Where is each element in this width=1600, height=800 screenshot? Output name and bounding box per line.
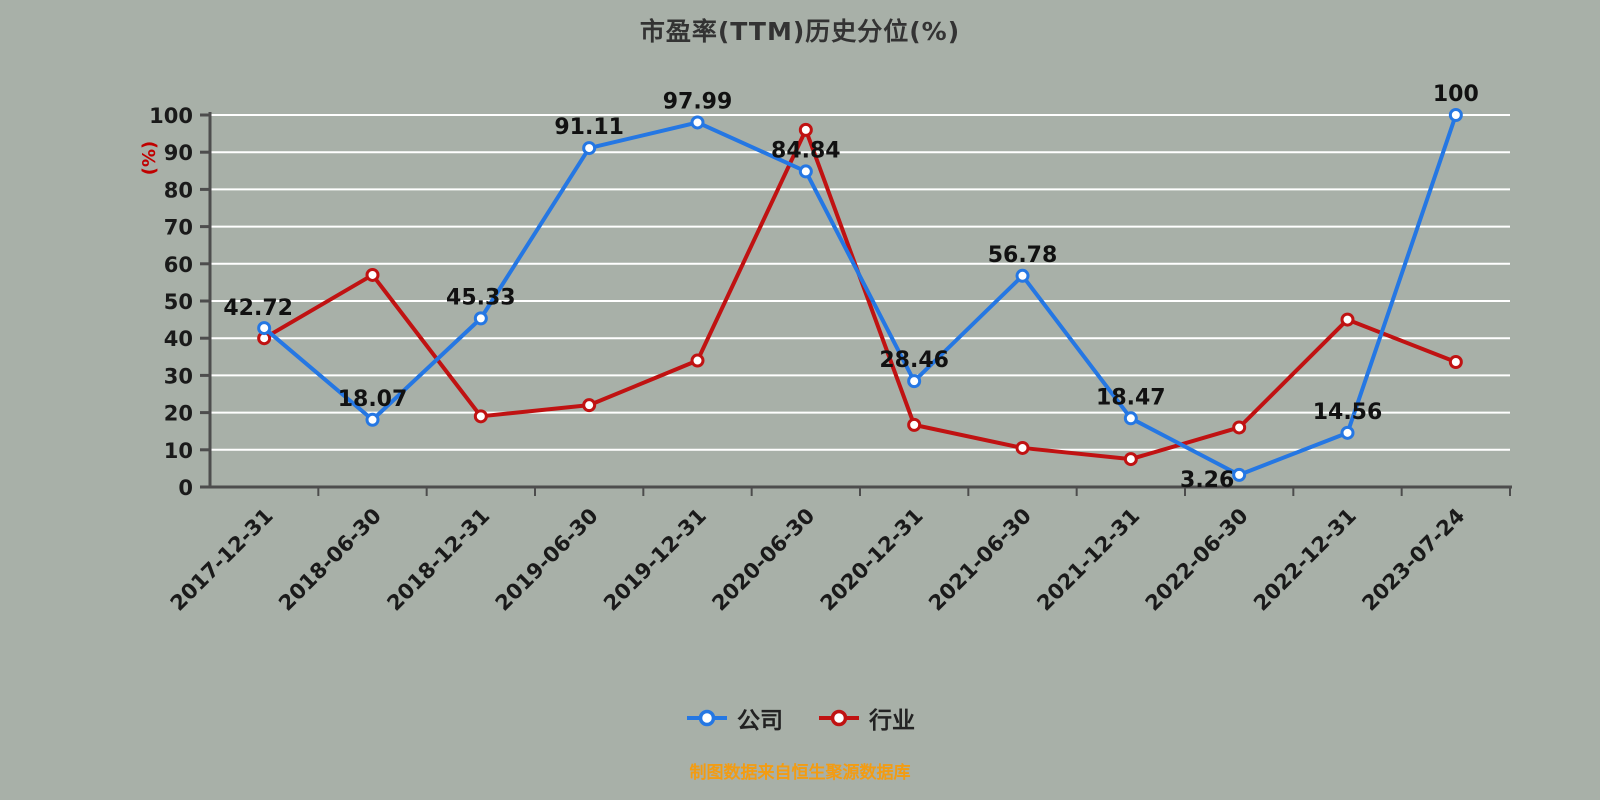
y-axis-tick-label: 50 [164,290,193,314]
data-point-industry[interactable] [582,398,597,413]
x-axis-tick-label: 2018-12-31 [382,504,494,616]
data-point-company[interactable] [907,374,922,389]
y-axis-tick-label: 40 [164,327,193,351]
x-axis-tick-label: 2022-06-30 [1141,504,1253,616]
data-point-industry[interactable] [1232,420,1247,435]
x-axis-tick-label: 2020-06-30 [707,504,819,616]
data-point-label: 3.26 [1180,468,1234,493]
data-point-industry[interactable] [1123,452,1138,467]
data-point-industry[interactable] [798,122,813,137]
data-point-company[interactable] [473,311,488,326]
legend-label-company: 公司 [737,708,783,734]
data-point-company[interactable] [257,321,272,336]
data-point-company[interactable] [1340,425,1355,440]
x-axis-tick-label: 2023-07-24 [1357,504,1469,616]
data-point-label: 18.47 [1096,385,1166,410]
data-point-label: 100 [1433,82,1479,107]
y-axis-tick-label: 10 [164,439,193,463]
y-axis-tick-label: 0 [178,476,193,500]
data-point-industry[interactable] [690,353,705,368]
chart-title: 市盈率(TTM)历史分位(%) [639,17,961,46]
data-point-company[interactable] [1015,268,1030,283]
x-axis-tick-label: 2021-06-30 [924,504,1036,616]
x-axis-tick-label: 2020-12-31 [816,504,928,616]
pe-ttm-percentile-chart: 0 10 20 30 40 50 60 70 80 90 100 2017-12-312018-06-… [139,82,1512,616]
x-axis-tick-label: 2018-06-30 [274,504,386,616]
y-axis-unit-label: (%) [139,141,160,176]
data-point-label: 28.46 [879,348,949,373]
data-point-label: 97.99 [663,89,733,114]
y-axis-tick-label: 70 [164,216,193,240]
legend-item-industry[interactable]: 行业 [817,701,915,735]
data-point-company[interactable] [1232,467,1247,482]
legend-marker-company-icon [687,709,727,727]
data-point-company[interactable] [1123,411,1138,426]
data-point-industry[interactable] [1015,440,1030,455]
y-axis-tick-label: 20 [164,402,193,426]
data-point-company[interactable] [582,141,597,156]
x-axis-tick-label: 2022-12-31 [1249,504,1361,616]
x-axis-tick-label: 2017-12-31 [166,504,278,616]
legend-label-industry: 行业 [869,708,915,734]
data-point-company[interactable] [365,412,380,427]
data-point-industry[interactable] [1448,355,1463,370]
series-line-industry [262,127,1458,462]
data-point-label: 56.78 [988,243,1058,268]
data-point-label: 18.07 [338,387,408,412]
data-point-label: 91.11 [554,115,624,140]
data-point-label: 45.33 [446,285,516,310]
chart-legend: 公司 行业 [0,701,1600,735]
series-line-company [262,113,1458,477]
x-axis-tick-label: 2021-12-31 [1032,504,1144,616]
legend-marker-industry-icon [819,709,859,727]
data-point-industry[interactable] [473,409,488,424]
x-axis-tick-label: 2019-12-31 [599,504,711,616]
data-point-industry[interactable] [1340,312,1355,327]
data-point-industry[interactable] [365,267,380,282]
data-point-company[interactable] [1448,108,1463,122]
data-point-company[interactable] [690,115,705,130]
y-axis-tick-label: 60 [164,253,193,277]
data-point-label: 42.72 [223,296,293,321]
y-axis-tick-label: 30 [164,364,193,388]
data-point-label: 84.84 [771,138,841,163]
data-point-industry[interactable] [907,417,922,432]
data-point-label: 14.56 [1313,400,1383,425]
legend-item-company[interactable]: 公司 [685,701,783,735]
data-source-note: 制图数据来自恒生聚源数据库 [689,763,911,783]
y-axis-tick-label: 80 [164,178,193,202]
y-axis-tick-label: 100 [149,104,193,128]
y-axis-tick-label: 90 [164,141,193,165]
x-axis-tick-label: 2019-06-30 [491,504,603,616]
data-point-company[interactable] [798,164,813,179]
